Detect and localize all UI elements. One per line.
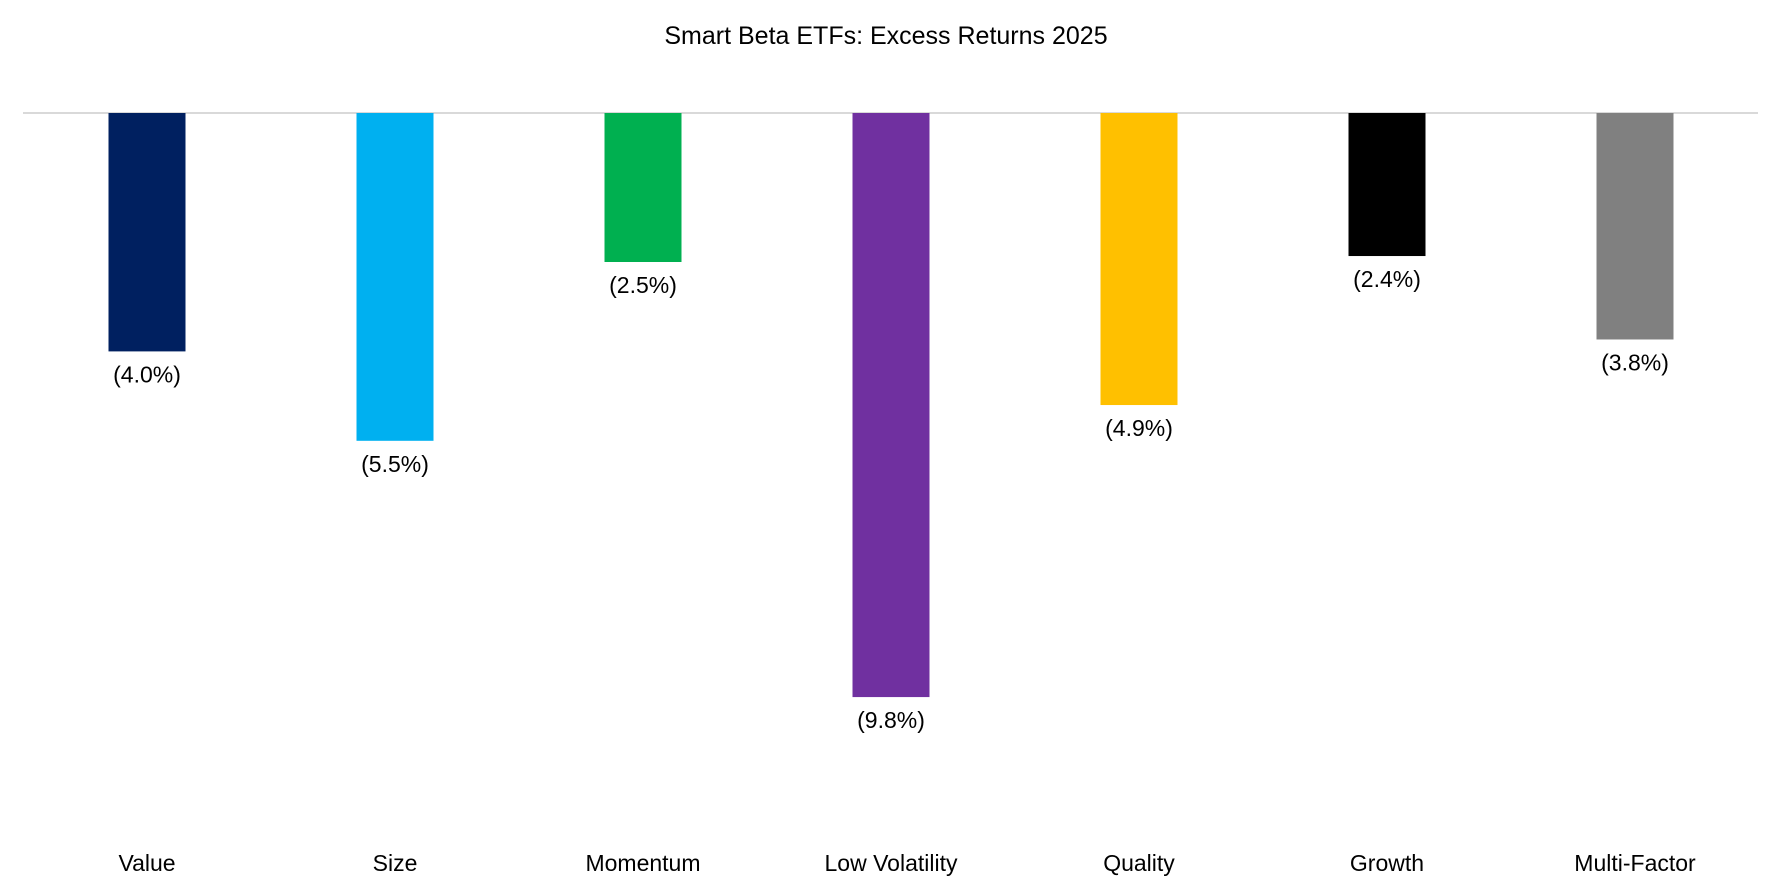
bar-quality [1100, 113, 1178, 406]
data-label: (9.8%) [857, 707, 925, 733]
data-label: (5.5%) [361, 451, 429, 477]
bar-growth [1348, 113, 1426, 257]
x-tick-label: Multi-Factor [1574, 850, 1696, 876]
data-label: (4.0%) [113, 361, 181, 387]
data-label: (2.4%) [1353, 266, 1421, 292]
bar-size [356, 113, 434, 441]
bar-momentum [604, 113, 682, 262]
bar-multi-factor [1596, 113, 1674, 340]
x-tick-label: Size [373, 850, 418, 876]
bar-low-volatility [852, 113, 930, 698]
data-label: (2.5%) [609, 272, 677, 298]
x-tick-label: Low Volatility [825, 850, 958, 876]
x-tick-label: Growth [1350, 850, 1424, 876]
bar-value [108, 113, 186, 352]
x-tick-label: Quality [1103, 850, 1175, 876]
data-label: (4.9%) [1105, 415, 1173, 441]
x-tick-label: Momentum [585, 850, 700, 876]
chart-title: Smart Beta ETFs: Excess Returns 2025 [664, 22, 1107, 50]
x-tick-label: Value [118, 850, 175, 876]
data-label: (3.8%) [1601, 349, 1669, 375]
